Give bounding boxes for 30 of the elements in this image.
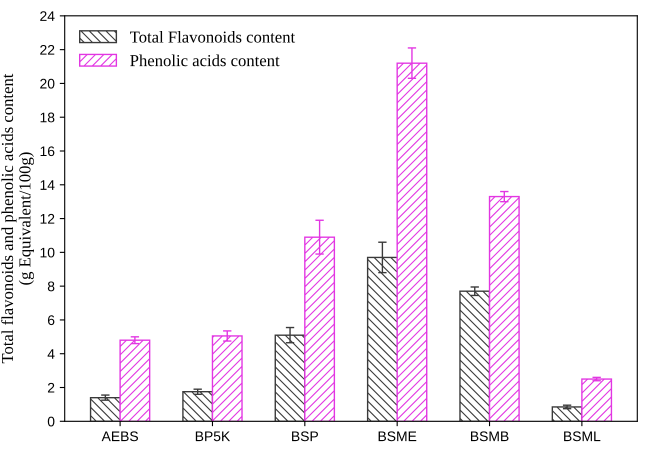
y-tick-label: 10 (40, 248, 54, 258)
x-tick-label: BSP (292, 431, 318, 442)
x-tick-label: BSML (564, 431, 600, 442)
bar (552, 406, 583, 422)
y-tick-label: 22 (40, 44, 54, 55)
bar (212, 335, 243, 422)
legend-label: Total Flavonoids content (130, 30, 296, 43)
bar (581, 378, 612, 422)
y-tick-label: 8 (48, 281, 54, 292)
x-tick-label: BSMB (470, 431, 508, 442)
bar (182, 391, 214, 422)
legend-label: Phenolic acids content (130, 54, 280, 66)
x-tick-label: AEBS (102, 431, 138, 442)
y-tick-label: 2 (48, 382, 54, 393)
bar (459, 290, 490, 422)
y-tick-label: 16 (40, 146, 54, 156)
y-tick-label: 4 (48, 349, 55, 359)
y-tick-label: 18 (40, 112, 54, 122)
y-tick-label: 12 (40, 214, 54, 224)
y-tick-label: 14 (40, 180, 55, 190)
bar (119, 340, 150, 422)
x-tick-label: BP5K (196, 432, 230, 442)
y-axis-title: Total flavonoids and phenolic acids content (g Equivalent/100g) (1, 74, 34, 364)
y-tick-label: 6 (48, 315, 54, 326)
y-tick-label: 0 (48, 416, 54, 426)
y-tick-label: 24 (40, 11, 55, 21)
x-tick-label: BSME (378, 431, 416, 442)
bar (488, 196, 520, 422)
bar (90, 396, 121, 422)
y-tick-label: 20 (40, 78, 54, 89)
